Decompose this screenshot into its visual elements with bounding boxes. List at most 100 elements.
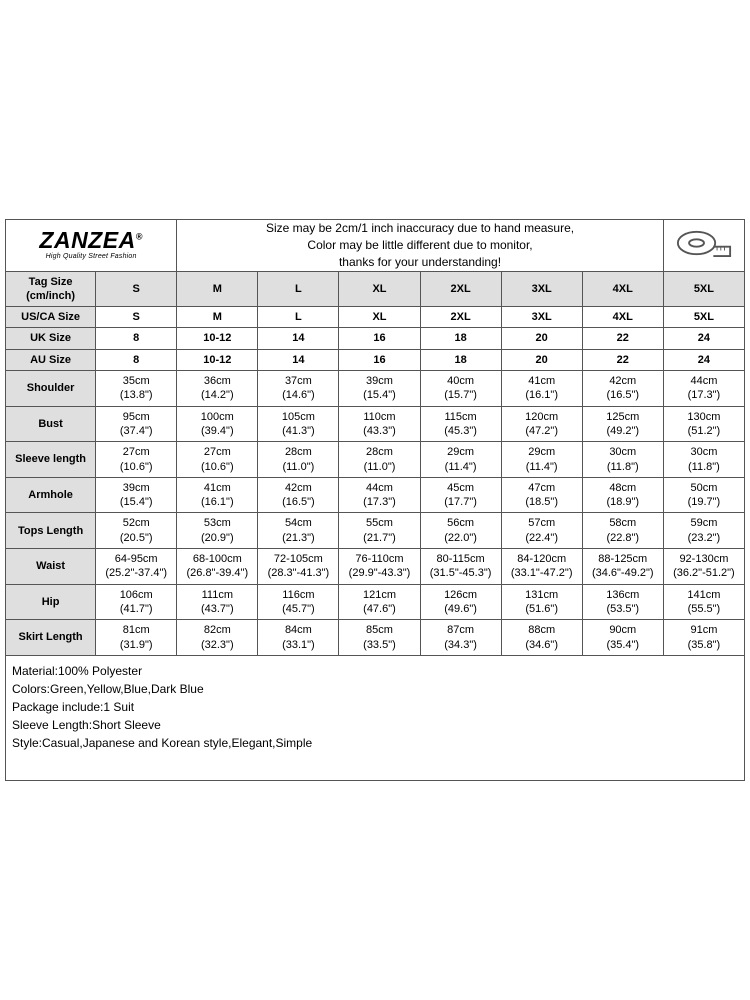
table-cell: 126cm(49.6") [420, 584, 501, 620]
inch-value: (31.5"-45.3") [422, 566, 500, 580]
table-cell: 50cm(19.7") [663, 477, 744, 513]
table-cell: 24 [663, 328, 744, 349]
table-cell: 58cm(22.8") [582, 513, 663, 549]
brand-tagline: High Quality Street Fashion [6, 252, 176, 261]
table-cell: 22 [582, 349, 663, 370]
measure-row: Bust95cm(37.4")100cm(39.4")105cm(41.3")1… [6, 406, 745, 442]
cm-value: 36cm [178, 374, 256, 388]
inch-value: (49.6") [422, 602, 500, 616]
size-chart-wrap: ZANZEA® High Quality Street Fashion Size… [5, 219, 745, 781]
cm-value: 48cm [584, 481, 662, 495]
table-cell: 115cm(45.3") [420, 406, 501, 442]
table-cell: 68-100cm(26.8"-39.4") [177, 549, 258, 585]
inch-value: (15.7") [422, 388, 500, 402]
inch-value: (29.9"-43.3") [340, 566, 418, 580]
table-cell: 39cm(15.4") [339, 371, 420, 407]
size-col: L [258, 271, 339, 307]
cm-value: 55cm [340, 516, 418, 530]
inch-value: (11.4") [422, 460, 500, 474]
cm-value: 136cm [584, 588, 662, 602]
table-cell: 30cm(11.8") [582, 442, 663, 478]
inch-value: (34.6") [503, 638, 581, 652]
table-cell: 82cm(32.3") [177, 620, 258, 656]
inch-value: (11.0") [340, 460, 418, 474]
inch-value: (23.2") [665, 531, 743, 545]
table-cell: 55cm(21.7") [339, 513, 420, 549]
note-colors: Colors:Green,Yellow,Blue,Dark Blue [12, 680, 738, 698]
inch-value: (17.3") [665, 388, 743, 402]
disclaimer-line-1: Size may be 2cm/1 inch inaccuracy due to… [177, 220, 663, 237]
table-cell: 27cm(10.6") [177, 442, 258, 478]
table-cell: 111cm(43.7") [177, 584, 258, 620]
table-cell: 100cm(39.4") [177, 406, 258, 442]
reg-mark: ® [136, 232, 143, 242]
table-cell: 20 [501, 328, 582, 349]
table-cell: 42cm(16.5") [582, 371, 663, 407]
table-cell: 95cm(37.4") [96, 406, 177, 442]
tag-size-row: Tag Size (cm/inch) S M L XL 2XL 3XL 4XL … [6, 271, 745, 307]
disclaimer-line-2: Color may be little different due to mon… [177, 237, 663, 254]
inch-value: (51.6") [503, 602, 581, 616]
cm-value: 59cm [665, 516, 743, 530]
inch-value: (33.1"-47.2") [503, 566, 581, 580]
cm-value: 131cm [503, 588, 581, 602]
note-style: Style:Casual,Japanese and Korean style,E… [12, 734, 738, 752]
measurement-rows: Shoulder35cm(13.8")36cm(14.2")37cm(14.6"… [6, 371, 745, 656]
inch-value: (15.4") [97, 495, 175, 509]
measure-row: Hip106cm(41.7")111cm(43.7")116cm(45.7")1… [6, 584, 745, 620]
cm-value: 88cm [503, 623, 581, 637]
size-col: S [96, 271, 177, 307]
table-cell: 110cm(43.3") [339, 406, 420, 442]
table-cell: 36cm(14.2") [177, 371, 258, 407]
table-cell: 20 [501, 349, 582, 370]
inch-value: (41.7") [97, 602, 175, 616]
cm-value: 40cm [422, 374, 500, 388]
table-cell: 84cm(33.1") [258, 620, 339, 656]
row-label: Tops Length [6, 513, 96, 549]
cm-value: 72-105cm [259, 552, 337, 566]
table-cell: 47cm(18.5") [501, 477, 582, 513]
table-cell: 24 [663, 349, 744, 370]
inch-value: (16.1") [178, 495, 256, 509]
table-cell: 10-12 [177, 349, 258, 370]
cm-value: 45cm [422, 481, 500, 495]
measure-row: Sleeve length27cm(10.6")27cm(10.6")28cm(… [6, 442, 745, 478]
inch-value: (33.1") [259, 638, 337, 652]
table-cell: 80-115cm(31.5"-45.3") [420, 549, 501, 585]
measuring-tape-icon [676, 224, 732, 262]
row-label: Waist [6, 549, 96, 585]
inch-value: (11.0") [259, 460, 337, 474]
inch-value: (45.7") [259, 602, 337, 616]
inch-value: (10.6") [97, 460, 175, 474]
inch-value: (49.2") [584, 424, 662, 438]
inch-value: (53.5") [584, 602, 662, 616]
table-cell: 40cm(15.7") [420, 371, 501, 407]
table-cell: 14 [258, 328, 339, 349]
table-cell: 42cm(16.5") [258, 477, 339, 513]
disclaimer-cell: Size may be 2cm/1 inch inaccuracy due to… [177, 220, 664, 271]
table-cell: 41cm(16.1") [501, 371, 582, 407]
cm-value: 85cm [340, 623, 418, 637]
cm-value: 105cm [259, 410, 337, 424]
cm-value: 41cm [503, 374, 581, 388]
row-label: Shoulder [6, 371, 96, 407]
table-cell: 76-110cm(29.9"-43.3") [339, 549, 420, 585]
brand-logo-cell: ZANZEA® High Quality Street Fashion [6, 220, 177, 271]
table-cell: 4XL [582, 307, 663, 328]
inch-value: (21.7") [340, 531, 418, 545]
cm-value: 53cm [178, 516, 256, 530]
table-cell: 41cm(16.1") [177, 477, 258, 513]
table-cell: 28cm(11.0") [258, 442, 339, 478]
inch-value: (16.5") [259, 495, 337, 509]
cm-value: 80-115cm [422, 552, 500, 566]
cm-value: 88-125cm [584, 552, 662, 566]
cm-value: 120cm [503, 410, 581, 424]
table-cell: 14 [258, 349, 339, 370]
cm-value: 29cm [503, 445, 581, 459]
cm-value: 52cm [97, 516, 175, 530]
table-cell: 84-120cm(33.1"-47.2") [501, 549, 582, 585]
table-cell: 136cm(53.5") [582, 584, 663, 620]
inch-value: (18.5") [503, 495, 581, 509]
table-cell: M [177, 307, 258, 328]
table-cell: 5XL [663, 307, 744, 328]
